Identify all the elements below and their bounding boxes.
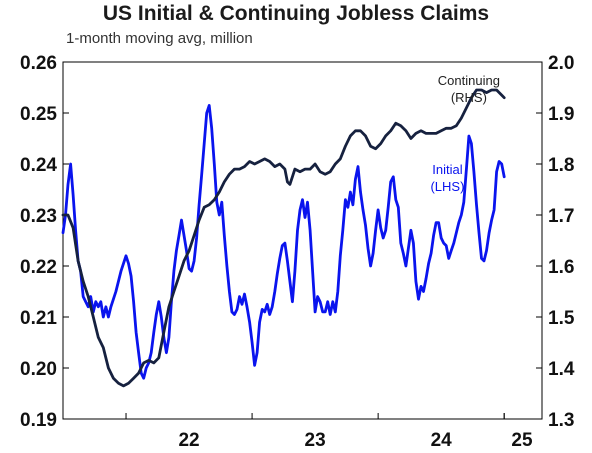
x-tick-label: 25	[511, 430, 533, 451]
left-axis: 0.19 0.20 0.21 0.22 0.23 0.24 0.25 0.26	[20, 53, 69, 431]
right-tick-label: 1.7	[548, 206, 574, 227]
right-tick-label: 1.4	[548, 359, 575, 380]
initial-annotation: Initial	[432, 162, 462, 177]
right-tick-label: 2.0	[548, 53, 574, 74]
right-axis: 1.3 1.4 1.5 1.6 1.7 1.8 1.9 2.0	[536, 53, 575, 431]
right-tick-label: 1.6	[548, 257, 574, 278]
left-tick-label: 0.23	[20, 206, 57, 227]
x-tick-label: 23	[305, 430, 326, 451]
left-tick-label: 0.19	[20, 410, 57, 431]
continuing-annotation: Continuing	[438, 73, 500, 88]
x-tick-label: 22	[178, 430, 199, 451]
right-tick-label: 1.5	[548, 308, 575, 329]
series-annotations: Continuing (RHS) Initial (LHS)	[430, 73, 499, 194]
right-tick-label: 1.3	[548, 410, 574, 431]
continuing-annotation: (RHS)	[451, 90, 487, 105]
left-tick-label: 0.24	[20, 155, 57, 176]
series-lines	[61, 88, 506, 388]
chart-subtitle: 1-month moving avg, million	[66, 30, 253, 47]
x-tick-label: 24	[431, 430, 453, 451]
right-tick-label: 1.8	[548, 155, 574, 176]
initial-annotation: (LHS)	[430, 179, 464, 194]
continuing-claims-line	[61, 88, 506, 388]
plot-frame	[62, 61, 543, 420]
left-tick-label: 0.22	[20, 257, 57, 278]
right-tick-label: 1.9	[548, 104, 574, 125]
left-tick-label: 0.25	[20, 104, 57, 125]
x-axis: 22 23 24 25	[125, 413, 533, 451]
initial-claims-line	[61, 104, 506, 380]
left-tick-label: 0.26	[20, 53, 57, 74]
left-tick-label: 0.21	[20, 308, 57, 329]
left-tick-label: 0.20	[20, 359, 57, 380]
chart-title: US Initial & Continuing Jobless Claims	[102, 2, 490, 25]
